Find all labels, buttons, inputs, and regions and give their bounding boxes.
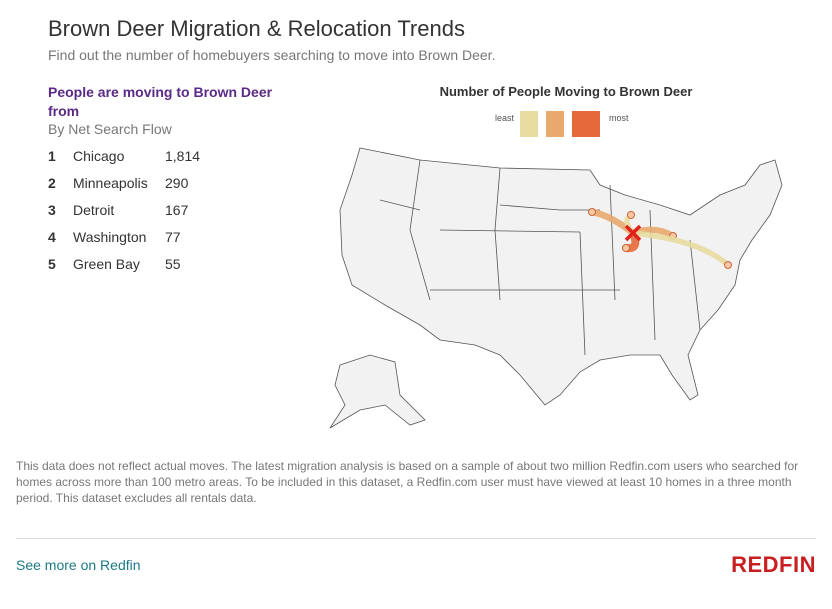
- origin-dot: [724, 261, 732, 269]
- see-more-link[interactable]: See more on Redfin: [16, 557, 141, 573]
- subtitle: Find out the number of homebuyers search…: [48, 47, 496, 63]
- list-subheading: By Net Search Flow: [48, 121, 172, 137]
- legend-swatch: [572, 111, 600, 137]
- city: Minneapolis: [73, 175, 148, 191]
- legend-swatch: [546, 111, 564, 137]
- legend-least: least: [495, 113, 515, 123]
- us-outline: [339, 147, 783, 406]
- origin-dot: [588, 208, 596, 216]
- state-lines: [379, 159, 701, 356]
- legend-swatch: [520, 111, 538, 137]
- origin-dot: [622, 244, 630, 252]
- count: 167: [165, 202, 189, 218]
- map: Number of People Moving to Brown Deer le…: [329, 84, 783, 429]
- legend-most: most: [609, 113, 629, 123]
- destination-marker: [624, 224, 642, 242]
- map-title: Number of People Moving to Brown Deer: [440, 84, 693, 99]
- logo[interactable]: REDFIN: [731, 552, 816, 577]
- city: Detroit: [73, 202, 115, 218]
- count: 77: [165, 229, 181, 245]
- city: Chicago: [73, 148, 125, 164]
- list-heading: People are moving to Brown Deer from: [48, 84, 273, 119]
- city: Green Bay: [73, 256, 140, 272]
- rank: 2: [48, 175, 56, 191]
- rank: 5: [48, 256, 56, 272]
- title: Brown Deer Migration & Relocation Trends: [48, 16, 465, 41]
- count: 1,814: [165, 148, 201, 164]
- city: Washington: [73, 229, 147, 245]
- flow: [630, 230, 731, 268]
- count: 290: [165, 175, 189, 191]
- divider: [16, 538, 816, 539]
- count: 55: [165, 256, 181, 272]
- rank: 1: [48, 148, 56, 164]
- rank: 4: [48, 229, 56, 245]
- rank: 3: [48, 202, 56, 218]
- alaska: [329, 354, 426, 429]
- footnote: This data does not reflect actual moves.…: [16, 459, 799, 505]
- origin-dot: [627, 211, 635, 219]
